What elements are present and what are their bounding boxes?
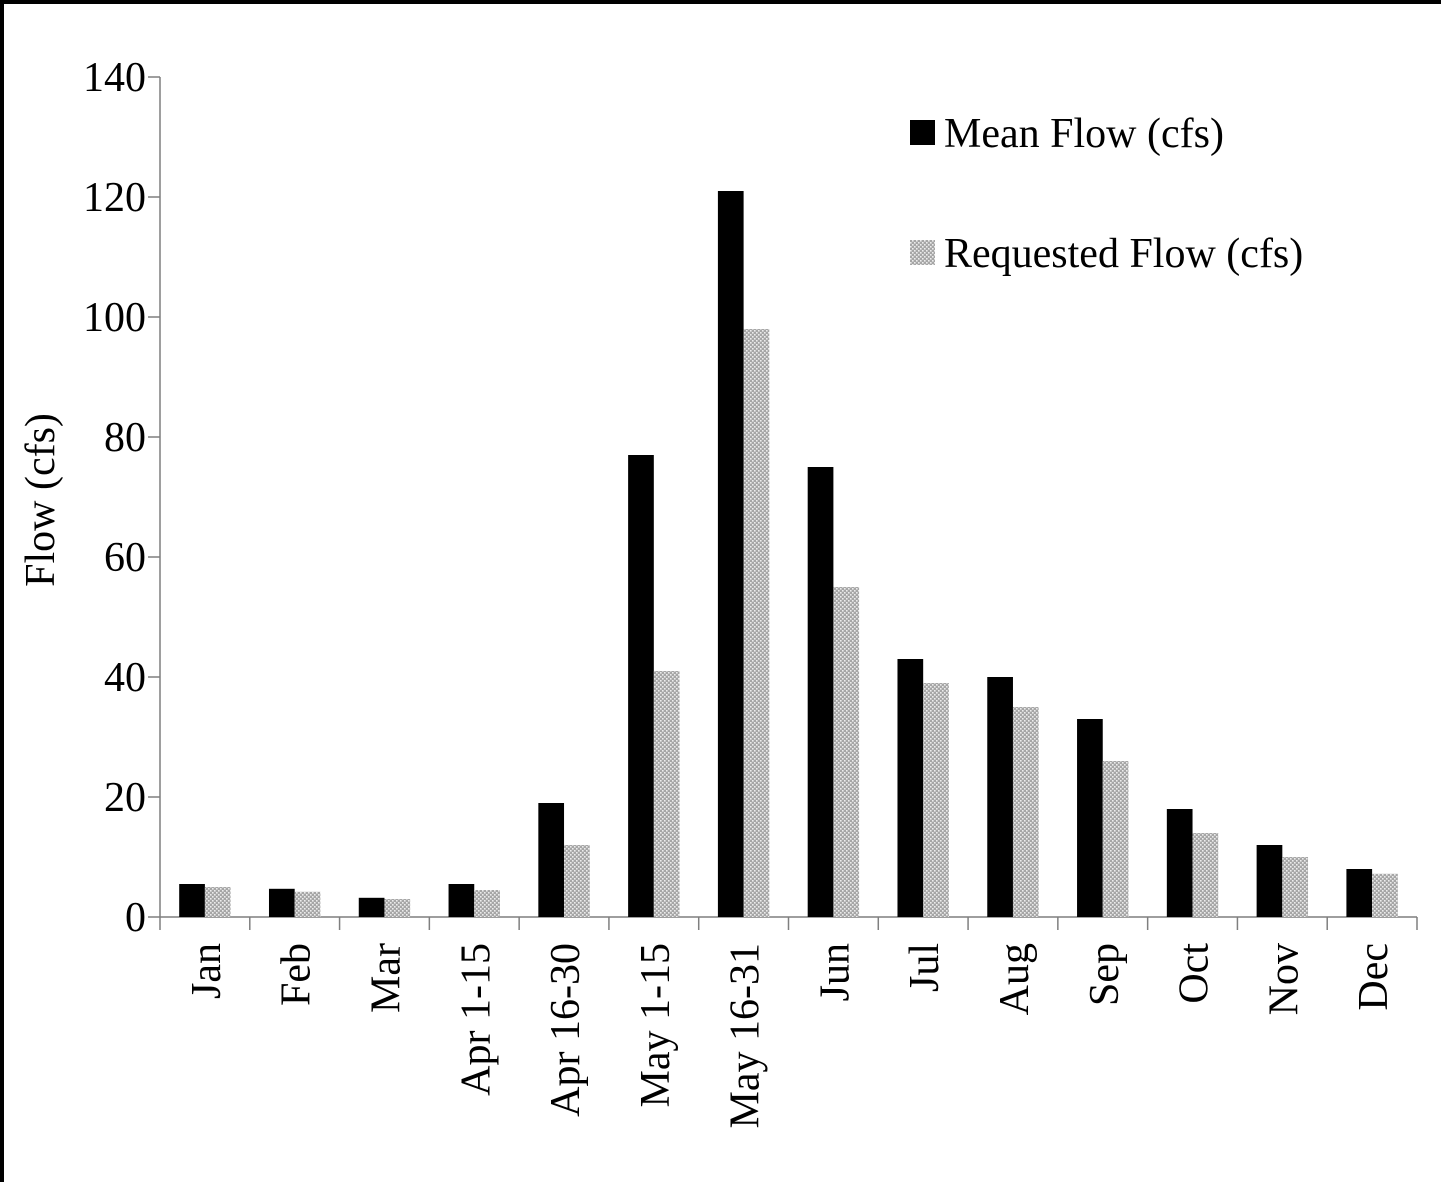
x-tick-label-jul: Jul [902, 943, 948, 992]
bar-requested-flow-cfs-dec [1372, 873, 1398, 917]
bar-mean-flow-cfs-oct [1166, 809, 1193, 917]
bars [179, 191, 1398, 917]
bar-requested-flow-cfs-may-16-31 [743, 329, 770, 917]
x-tick-label-dec: Dec [1351, 943, 1397, 1011]
bar-mean-flow-cfs-sep [1077, 719, 1103, 917]
bar-mean-flow-cfs-mar [358, 897, 385, 917]
bar-mean-flow-cfs-jul [897, 659, 924, 917]
x-tick-label-sep: Sep [1082, 943, 1128, 1006]
bar-mean-flow-cfs-aug [987, 677, 1013, 917]
y-tick-label: 120 [83, 175, 146, 221]
x-tick-label-apr-1-15: Apr 1-15 [453, 943, 499, 1096]
y-tick-label: 20 [104, 775, 146, 821]
x-tick-label-may-1-15: May 1-15 [633, 943, 679, 1107]
bar-mean-flow-cfs-dec [1346, 869, 1373, 917]
axes [148, 76, 1418, 930]
y-axis-label: Flow (cfs) [18, 413, 64, 587]
bar-mean-flow-cfs-apr-16-30 [538, 803, 565, 917]
bar-mean-flow-cfs-jan [179, 884, 205, 917]
legend-swatch-mean-flow [910, 120, 935, 145]
x-tick-label-jun: Jun [812, 943, 858, 1001]
bar-requested-flow-cfs-sep [1102, 761, 1129, 917]
bar-mean-flow-cfs-feb [268, 888, 295, 917]
x-tick-label-oct: Oct [1172, 943, 1218, 1004]
x-tick-label-mar: Mar [363, 943, 409, 1013]
bar-mean-flow-cfs-apr-1-15 [448, 884, 475, 917]
bar-requested-flow-cfs-apr-1-15 [474, 890, 500, 917]
y-tick-label: 0 [125, 895, 146, 941]
legend-swatch-requested-flow [910, 240, 935, 265]
bar-requested-flow-cfs-oct [1192, 833, 1219, 917]
bar-requested-flow-cfs-may-1-15 [653, 671, 680, 917]
bar-requested-flow-cfs-mar [384, 899, 411, 917]
legend-label-requested-flow: Requested Flow (cfs) [944, 231, 1303, 277]
bar-mean-flow-cfs-nov [1256, 845, 1283, 917]
bar-requested-flow-cfs-jun [833, 587, 860, 917]
y-tick-label: 100 [83, 295, 146, 341]
x-tick-label-apr-16-30: Apr 16-30 [543, 943, 589, 1117]
bar-requested-flow-cfs-jan [204, 887, 231, 917]
y-tick-labels: 0 20 40 60 80 100 120 140 [83, 55, 146, 941]
y-tick-label: 140 [83, 55, 146, 101]
legend: Mean Flow (cfs) Requested Flow (cfs) [910, 111, 1303, 277]
bar-mean-flow-cfs-jun [807, 467, 834, 917]
x-tick-label-may-16-31: May 16-31 [723, 943, 769, 1128]
legend-label-mean-flow: Mean Flow (cfs) [944, 111, 1224, 157]
y-tick-label: 60 [104, 535, 146, 581]
y-tick-label: 40 [104, 655, 146, 701]
y-tick-label: 80 [104, 415, 146, 461]
bar-mean-flow-cfs-may-1-15 [628, 455, 654, 917]
x-tick-label-jan: Jan [184, 943, 230, 999]
x-tick-label-feb: Feb [274, 943, 320, 1006]
bar-requested-flow-cfs-jul [923, 683, 949, 917]
x-tick-label-nov: Nov [1261, 943, 1307, 1015]
bar-chart: 0 20 40 60 80 100 120 140 Jan Feb Mar Apr 1-15 Apr … [18, 55, 1418, 1129]
chart-frame: 0 20 40 60 80 100 120 140 Jan Feb Mar Apr 1-15 Apr … [4, 4, 1441, 1182]
bar-requested-flow-cfs-apr-16-30 [564, 845, 590, 917]
bar-mean-flow-cfs-may-16-31 [717, 191, 744, 917]
x-tick-labels: Jan Feb Mar Apr 1-15 Apr 16-30 May 1-15 May 16… [184, 943, 1397, 1129]
bar-requested-flow-cfs-nov [1282, 857, 1309, 917]
bar-requested-flow-cfs-feb [294, 891, 321, 917]
bar-requested-flow-cfs-aug [1012, 707, 1039, 917]
x-tick-label-aug: Aug [992, 943, 1038, 1015]
